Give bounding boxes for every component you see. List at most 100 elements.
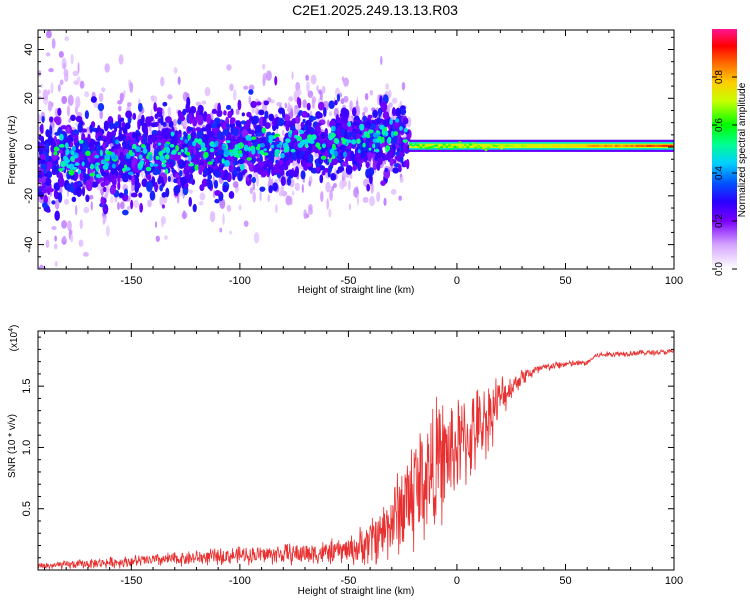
spectrogram-line-core	[411, 144, 415, 147]
colorbar-tick-label: 0.6	[714, 118, 725, 132]
spectrogram-core-mark	[177, 151, 182, 156]
spectrogram-halo-mark	[369, 195, 375, 207]
spectrogram-core-mark	[68, 169, 75, 176]
spectrogram-body-mark	[228, 191, 235, 199]
spectrogram-core-mark	[104, 154, 111, 160]
spectrogram-line-core	[450, 147, 454, 151]
spectrogram-body-mark	[138, 192, 143, 198]
spectrogram-core-mark	[251, 148, 256, 155]
spectrogram-halo-mark	[36, 286, 41, 295]
spectrogram-body-mark	[352, 164, 358, 171]
spectrogram-line-core	[667, 144, 670, 147]
spectrogram-core-mark	[165, 146, 171, 154]
spectrogram-halo-mark	[249, 187, 254, 195]
spectrogram-line-core	[591, 144, 595, 147]
spectrogram-core-mark	[74, 162, 80, 167]
spectrogram-core-mark	[175, 145, 180, 152]
spectrogram-body-mark	[208, 167, 214, 174]
spectrogram-line-core	[497, 144, 501, 147]
spectrogram-body-mark	[192, 203, 197, 213]
spectrogram-core-mark	[385, 145, 391, 152]
spectrogram-line-core	[555, 144, 558, 147]
spectrogram-halo-mark	[93, 101, 99, 109]
spectrogram-core-mark	[236, 153, 241, 159]
spectrogram-halo-mark	[147, 199, 152, 208]
spectrogram-line-core	[424, 147, 428, 150]
spectrogram-body-mark	[271, 166, 276, 177]
spectrogram-body-mark	[365, 119, 372, 129]
spectrogram-core-mark	[387, 136, 392, 144]
spectrogram-halo-mark	[282, 129, 285, 136]
spectrogram-halo-mark	[59, 79, 64, 86]
spectrogram-halo-mark	[102, 218, 106, 225]
spectrogram-body-mark	[145, 180, 153, 192]
spectrogram-halo-mark	[46, 30, 52, 39]
spectrogram-line-core	[562, 144, 566, 147]
spectrogram-core-mark	[138, 154, 143, 160]
spectrogram-halo-mark	[238, 204, 242, 211]
colorbar-tick-label: 0.8	[714, 70, 725, 84]
spectrogram-halo-mark	[83, 206, 90, 214]
spectrogram-line-core	[495, 145, 498, 148]
spectrogram-line-core	[456, 146, 459, 149]
spectrogram-core-mark	[53, 151, 58, 156]
spectrogram-halo-mark	[62, 290, 68, 296]
spectrogram-body-mark	[41, 171, 45, 177]
spectrogram-halo-mark	[201, 100, 207, 105]
spectrogram-body-mark	[118, 154, 126, 162]
spectrogram-line-core	[484, 148, 488, 152]
spectrogram-body-mark	[214, 168, 218, 174]
spectrogram-halo-mark	[88, 194, 94, 200]
spectrogram-line-core	[416, 144, 420, 147]
spectrogram-halo-mark	[265, 70, 272, 81]
spectrogram-core-mark	[184, 147, 188, 152]
spectrogram-halo-mark	[70, 233, 74, 243]
spectrogram-body-mark	[277, 117, 285, 127]
spectrogram-halo-mark	[391, 97, 398, 104]
spectrogram-core-mark	[232, 148, 239, 154]
spectrogram-body-mark	[154, 113, 159, 120]
spectrogram-body-mark	[328, 164, 333, 171]
spectrogram-core-mark	[279, 141, 283, 145]
spectrogram-halo-mark	[285, 195, 292, 206]
spectrogram-body-mark	[179, 176, 187, 185]
spectrogram-halo-mark	[219, 227, 223, 233]
spectrogram-body-mark	[211, 108, 218, 115]
spectrogram-frame	[37, 29, 675, 270]
spectrogram-core-mark	[115, 139, 120, 145]
spectrogram-halo-mark	[45, 52, 51, 57]
spectrogram-core-mark	[99, 149, 103, 157]
spectrogram-body-mark	[310, 167, 318, 174]
spectrogram-body-mark	[48, 116, 54, 123]
spectrogram-core-mark	[289, 130, 293, 134]
spectrogram-body-mark	[214, 189, 222, 197]
spectrogram-core-mark	[309, 139, 315, 144]
spectrogram-body-mark	[319, 174, 324, 184]
spectrogram-core-mark	[260, 149, 265, 156]
spectrogram-body-mark	[76, 186, 83, 198]
spectrogram-halo-mark	[181, 211, 188, 219]
spectrogram-body-mark	[247, 173, 253, 179]
spectrogram-line-core	[654, 144, 657, 147]
spectrogram-line-core	[461, 146, 464, 149]
spectrogram-halo-mark	[305, 74, 309, 81]
spectrogram-body-mark	[295, 114, 301, 124]
spectrogram-core-mark	[164, 168, 169, 175]
spectrogram-halo-mark	[47, 100, 53, 112]
spectrogram-body-mark	[380, 101, 388, 113]
spectrogram-core-mark	[347, 121, 352, 127]
spectrogram-halo-mark	[302, 99, 307, 108]
snr-x-tick-label: -150	[120, 575, 142, 587]
spectrogram-line-core	[588, 144, 592, 147]
spectrogram-core-mark	[259, 143, 265, 148]
spectrogram-body-mark	[402, 117, 409, 125]
spectrogram-body-mark	[58, 149, 64, 154]
spectrogram-body-mark	[39, 159, 46, 165]
spectrogram-core-mark	[77, 169, 82, 175]
spectrogram-halo-mark	[38, 70, 42, 77]
spectrogram-body-mark	[124, 122, 131, 130]
spectrogram-body-mark	[306, 162, 313, 168]
spectrogram-body-mark	[53, 189, 58, 199]
spectrogram-body-mark	[131, 132, 138, 139]
spectrogram-halo-mark	[63, 274, 69, 285]
